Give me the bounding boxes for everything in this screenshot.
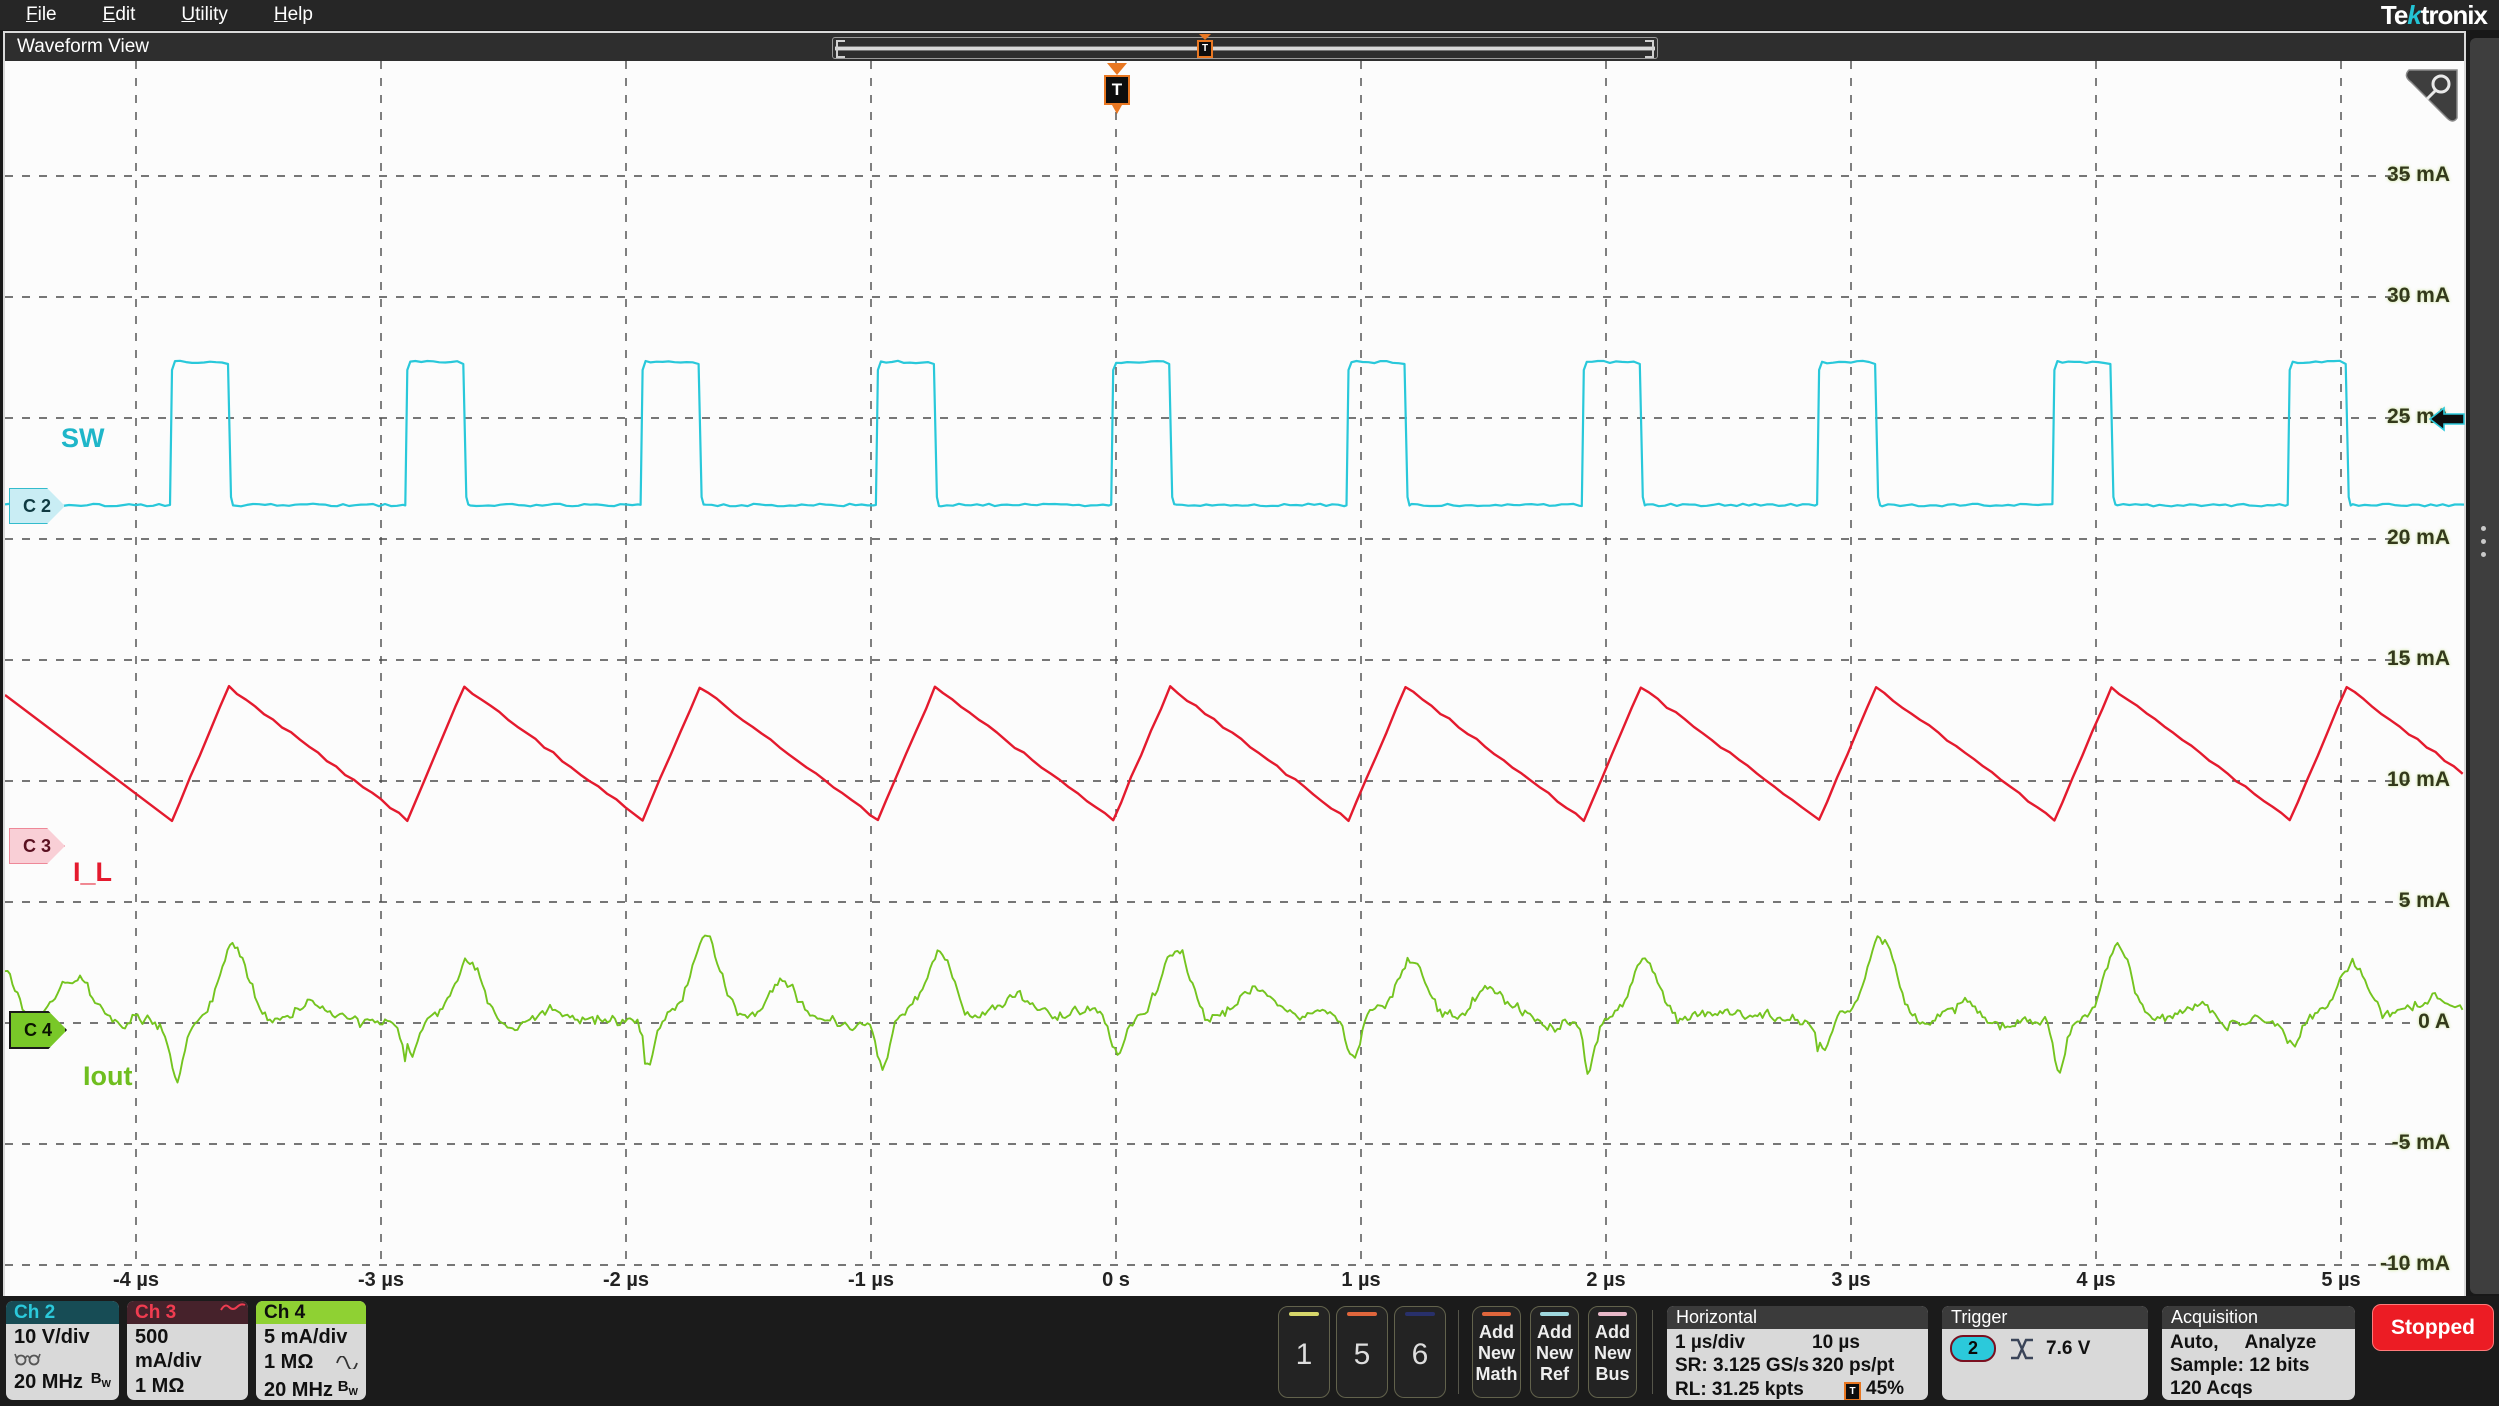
- x-axis-label: -2 µs: [603, 1269, 649, 1291]
- trigger-level: 7.6 V: [2046, 1338, 2091, 1359]
- x-axis-label: 5 µs: [2321, 1269, 2361, 1291]
- acquisition-sample-bits: Sample: 12 bits: [2170, 1355, 2310, 1376]
- channel-2-badge[interactable]: Ch 2 10 V/div 20 MHz BW: [6, 1301, 119, 1400]
- menu-help[interactable]: Help: [273, 4, 313, 25]
- overview-right-bracket: [1645, 40, 1654, 58]
- tektronix-logo: Tektronix: [2380, 0, 2488, 30]
- horizontal-panel[interactable]: Horizontal 1 µs/div 10 µs SR: 3.125 GS/s…: [1667, 1306, 1928, 1400]
- ch4-bandwidth: 20 MHz: [264, 1379, 333, 1400]
- record-length: RL: 31.25 kpts: [1675, 1378, 1804, 1400]
- waveform-canvas[interactable]: [4, 61, 2465, 1296]
- x-axis-label: 0 s: [1102, 1269, 1130, 1291]
- waveform-view-window: Waveform View T T 35 mA 30 mA 25 mA 20 m…: [3, 31, 2466, 1298]
- trigger-t-icon: T: [1104, 75, 1130, 105]
- x-axis-label: 1 µs: [1341, 1269, 1381, 1291]
- add-new-math-button[interactable]: Add New Math: [1472, 1306, 1521, 1398]
- trigger-position-icon: T: [1844, 1382, 1861, 1400]
- sine-coupling-icon: [336, 1355, 358, 1369]
- acquisition-panel-title: Acquisition: [2162, 1306, 2355, 1329]
- bandwidth-limit-icon: BW: [337, 1378, 358, 1398]
- bandwidth-limit-icon: BW: [90, 1370, 111, 1390]
- ch2-bandwidth: 20 MHz: [14, 1371, 83, 1393]
- y-axis-label: 30 mA: [2386, 284, 2450, 307]
- channel-3-badge-title: Ch 3: [127, 1301, 248, 1324]
- ch4-trace[interactable]: [4, 934, 2464, 1084]
- run-stop-status-button[interactable]: Stopped: [2372, 1304, 2494, 1351]
- drag-handle-dots-icon[interactable]: [2481, 526, 2486, 557]
- divider: [1458, 1310, 1459, 1394]
- trigger-triangle-icon: [1107, 63, 1127, 75]
- channel-3-badge[interactable]: Ch 3 500 mA/div 1 MΩ 20 MHz BW: [127, 1301, 248, 1400]
- channel-2-badge-title: Ch 2: [6, 1301, 119, 1324]
- horizontal-panel-title: Horizontal: [1667, 1306, 1928, 1329]
- button-5[interactable]: 5: [1336, 1306, 1388, 1398]
- x-axis-label: 2 µs: [1586, 1269, 1626, 1291]
- clipping-indicator-icon: [220, 1303, 246, 1311]
- y-axis-label: 10 mA: [2386, 768, 2450, 791]
- horizontal-scale: 1 µs/div: [1675, 1332, 1746, 1353]
- sample-resolution: 320 ps/pt: [1812, 1355, 1895, 1376]
- y-axis-label: 15 mA: [2386, 647, 2450, 670]
- ch2-trace[interactable]: [4, 359, 2465, 508]
- horizontal-position-overview-bar[interactable]: [832, 37, 1658, 59]
- menu-bar: File Edit Utility Help Tektronix: [0, 0, 2499, 30]
- x-axis-label: -1 µs: [848, 1269, 894, 1291]
- y-axis-label: -10 mA: [2379, 1252, 2450, 1275]
- trace-label-il: I_L: [73, 857, 113, 887]
- horizontal-window: 10 µs: [1812, 1332, 1860, 1353]
- button-1[interactable]: 1: [1278, 1306, 1330, 1398]
- probe-icon: [14, 1353, 41, 1366]
- ch3-termination: 1 MΩ: [135, 1375, 185, 1397]
- x-axis-label: 4 µs: [2076, 1269, 2116, 1291]
- y-axis-label: 0 A: [2418, 1010, 2450, 1033]
- results-bar-collapsed[interactable]: [2470, 38, 2499, 1294]
- menu-edit[interactable]: Edit: [102, 4, 136, 25]
- add-new-bus-button[interactable]: Add New Bus: [1588, 1306, 1637, 1398]
- waveform-view-title: Waveform View: [17, 36, 149, 57]
- sample-rate: SR: 3.125 GS/s: [1675, 1355, 1810, 1376]
- waveform-view-titlebar[interactable]: Waveform View T: [5, 33, 2464, 61]
- overview-trigger-t-icon: T: [1197, 40, 1213, 58]
- add-new-ref-button[interactable]: Add New Ref: [1530, 1306, 1579, 1398]
- trigger-panel[interactable]: Trigger 2 7.6 V: [1942, 1306, 2148, 1400]
- trigger-source-badge: 2: [1950, 1335, 1996, 1362]
- zoom-box-icon[interactable]: [2403, 68, 2459, 124]
- overview-slot: [835, 46, 1655, 51]
- ch3-scale: 500 mA/div: [135, 1326, 202, 1372]
- trigger-level-arrow-icon[interactable]: [2429, 405, 2465, 433]
- ch4-scale: 5 mA/div: [264, 1326, 348, 1348]
- y-axis-label: 35 mA: [2386, 163, 2450, 186]
- y-axis-label: 20 mA: [2386, 526, 2450, 549]
- ch4-termination: 1 MΩ: [264, 1351, 314, 1373]
- trace-label-iout: Iout: [83, 1061, 133, 1091]
- x-axis-label: -3 µs: [358, 1269, 404, 1291]
- trigger-position-marker[interactable]: T: [1103, 63, 1131, 114]
- ch3-trace[interactable]: [4, 684, 2464, 823]
- trace-label-sw: SW: [61, 423, 105, 453]
- x-axis-label: -4 µs: [113, 1269, 159, 1291]
- trigger-panel-title: Trigger: [1942, 1306, 2148, 1329]
- acquisition-panel[interactable]: Acquisition Auto, Analyze Sample: 12 bit…: [2162, 1306, 2355, 1400]
- ch2-scale: 10 V/div: [14, 1326, 90, 1348]
- overview-trigger-marker[interactable]: T: [1197, 34, 1213, 58]
- button-6[interactable]: 6: [1394, 1306, 1446, 1398]
- trigger-position-percent: 45%: [1866, 1378, 1905, 1399]
- channel-4-badge[interactable]: Ch 4 5 mA/div 1 MΩ 20 MHz BW: [256, 1301, 366, 1400]
- y-axis-label: 5 mA: [2398, 889, 2450, 912]
- graticule[interactable]: T 35 mA 30 mA 25 mA 20 mA 15 mA 10 mA 5 …: [4, 61, 2465, 1296]
- channel-4-badge-title: Ch 4: [256, 1301, 366, 1324]
- acquisition-mode: Auto,: [2170, 1332, 2219, 1353]
- x-axis-label: 3 µs: [1831, 1269, 1871, 1291]
- menu-file[interactable]: File: [26, 4, 57, 25]
- trigger-spike-icon: [1112, 105, 1122, 114]
- divider: [1652, 1310, 1653, 1394]
- either-edge-trigger-icon: [2011, 1338, 2033, 1359]
- overview-trigger-triangle-icon: [1199, 34, 1211, 40]
- acquisition-analyze: Analyze: [2244, 1332, 2317, 1353]
- overview-left-bracket: [836, 40, 845, 58]
- bandwidth-limit-icon: BW: [220, 1399, 240, 1400]
- menu-utility[interactable]: Utility: [181, 4, 228, 25]
- y-axis-label: -5 mA: [2391, 1131, 2450, 1154]
- acquisition-count: 120 Acqs: [2170, 1378, 2253, 1399]
